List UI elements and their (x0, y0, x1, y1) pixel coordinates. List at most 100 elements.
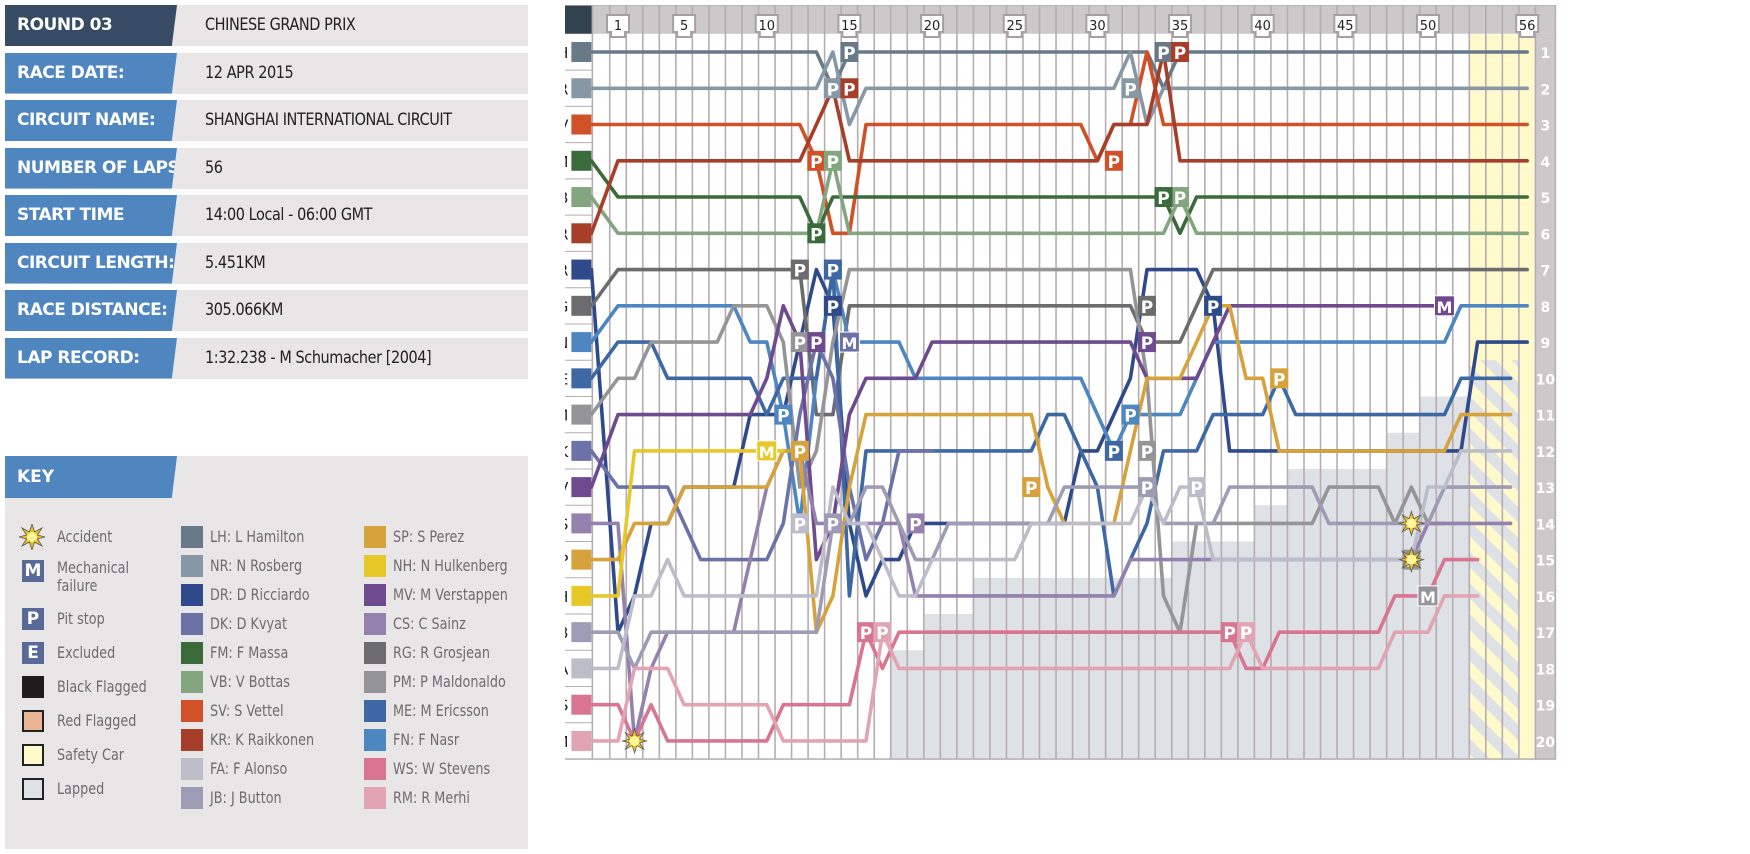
pit-stop-marker: P (1137, 440, 1156, 463)
pit-stop-marker: P (1022, 477, 1041, 499)
driver-swatch (181, 758, 203, 780)
driver-key-label: RG: R Grosjean (393, 643, 490, 662)
lap-tick-label: 20 (924, 19, 941, 34)
svg-text:P: P (1207, 298, 1219, 318)
info-value: SHANGHAI INTERNATIONAL CIRCUIT (205, 110, 452, 130)
info-value: 305.066KM (205, 300, 283, 320)
driver-swatch (364, 584, 386, 606)
driver-line-rm (589, 594, 1480, 743)
final-position: 15 (1536, 554, 1555, 570)
info-label: START TIME (5, 195, 177, 236)
lapped-icon (22, 778, 44, 800)
final-position: 19 (1536, 699, 1555, 715)
race-name: CHINESE GRAND PRIX (205, 15, 356, 35)
svg-text:P: P (1108, 153, 1120, 173)
lap-tick: 20 (920, 14, 945, 38)
lap-tick-label: 50 (1420, 19, 1437, 34)
driver-code: WS (565, 697, 568, 715)
lap-tick: 10 (754, 14, 779, 38)
lap-tick: 15 (837, 14, 862, 38)
grid-header: Grid (565, 10, 566, 28)
svg-text:P: P (1157, 44, 1169, 64)
lap-tick: 50 (1415, 14, 1440, 38)
final-position: 17 (1536, 626, 1555, 642)
accident-icon (17, 522, 47, 552)
lap-tick: 35 (1168, 14, 1193, 38)
svg-text:P: P (1124, 407, 1136, 427)
mechanical-failure-marker: M (1417, 585, 1439, 607)
pit-stop-marker: P (807, 223, 826, 245)
final-position: 5 (1541, 191, 1551, 207)
final-position: 4 (1541, 155, 1551, 171)
pit-stop-marker: P (790, 513, 809, 535)
final-position: 14 (1536, 517, 1556, 533)
driver-code: PM (565, 407, 568, 425)
lap-chart: Grid15101520253035404550561LH12NR23SV34F… (565, 5, 1557, 760)
driver-code: LH (565, 44, 568, 62)
lap-tick-label: 5 (680, 19, 688, 34)
pit-stop-marker: P (823, 259, 842, 282)
pit-stop-marker: P (1121, 404, 1140, 427)
lap-tick: 56 (1515, 14, 1540, 38)
driver-code: ME (565, 370, 568, 388)
driver-line-fa (589, 449, 1513, 671)
pit-stop-marker: P (1137, 295, 1156, 318)
pit-stop-marker: P (823, 150, 842, 173)
key-symbol-label: Black Flagged (57, 677, 147, 696)
driver-color-swatch (571, 730, 592, 751)
svg-text:P: P (1141, 334, 1153, 354)
excluded-icon: E (22, 642, 44, 664)
svg-text:P: P (1223, 624, 1235, 644)
svg-text:P: P (1141, 443, 1153, 463)
lap-tick-label: 35 (1172, 19, 1189, 34)
driver-swatch (364, 671, 386, 693)
driver-swatch (181, 584, 203, 606)
pit-stop-marker: P (1137, 477, 1156, 499)
svg-text:P: P (794, 334, 806, 354)
pit-stop-marker: P (873, 622, 892, 644)
driver-swatch (364, 787, 386, 809)
driver-key-label: FM: F Massa (210, 643, 289, 662)
driver-key-label: ME: M Ericsson (393, 701, 489, 720)
driver-line-fm (589, 159, 1529, 236)
info-value: 12 APR 2015 (205, 62, 294, 83)
svg-text:M: M (841, 334, 857, 353)
driver-code: SP (565, 552, 568, 570)
final-position: 16 (1536, 590, 1555, 606)
lapped-region (1419, 396, 1470, 760)
final-position: 3 (1541, 119, 1551, 135)
grid-header-bg (565, 5, 593, 34)
accident-icon (620, 727, 649, 755)
driver-color-swatch (571, 114, 592, 135)
info-row: LAP RECORD: 1:32.238 - M Schumacher [2004… (5, 337, 528, 379)
pit-stop-marker: P (807, 150, 826, 173)
lap-tick-label: 30 (1089, 19, 1106, 34)
svg-text:P: P (1174, 44, 1186, 64)
svg-text:M: M (1437, 298, 1453, 317)
svg-text:P: P (1141, 479, 1153, 499)
lapped-region (1171, 541, 1255, 760)
pit-stop-marker: P (906, 513, 925, 535)
driver-code: DK (565, 443, 570, 461)
pit-stop-marker: P (774, 404, 793, 427)
driver-color-swatch (571, 295, 592, 316)
pit-stop-marker: P (856, 622, 875, 644)
lap-tick: 45 (1333, 14, 1358, 38)
driver-color-swatch (571, 150, 592, 171)
key-symbol-label: Safety Car (57, 745, 125, 764)
info-row: RACE DISTANCE: 305.066KM (5, 290, 528, 331)
driver-key-label: NR: N Rosberg (210, 556, 303, 575)
round-label: ROUND 03 (5, 5, 177, 46)
driver-line-nr (589, 50, 1529, 127)
driver-line-dk (589, 340, 934, 562)
driver-color-swatch (571, 223, 592, 244)
driver-key-label: CS: C Sainz (393, 614, 466, 633)
driver-code: KR (565, 225, 568, 243)
svg-text:P: P (827, 515, 839, 535)
info-label: CIRCUIT LENGTH: (5, 242, 177, 284)
lap-tick: 40 (1250, 14, 1275, 38)
pit-stop-marker: P (1204, 295, 1223, 318)
pit-stop-icon: P (22, 608, 44, 630)
pit-stop-marker: P (823, 78, 842, 100)
driver-swatch (181, 729, 203, 751)
